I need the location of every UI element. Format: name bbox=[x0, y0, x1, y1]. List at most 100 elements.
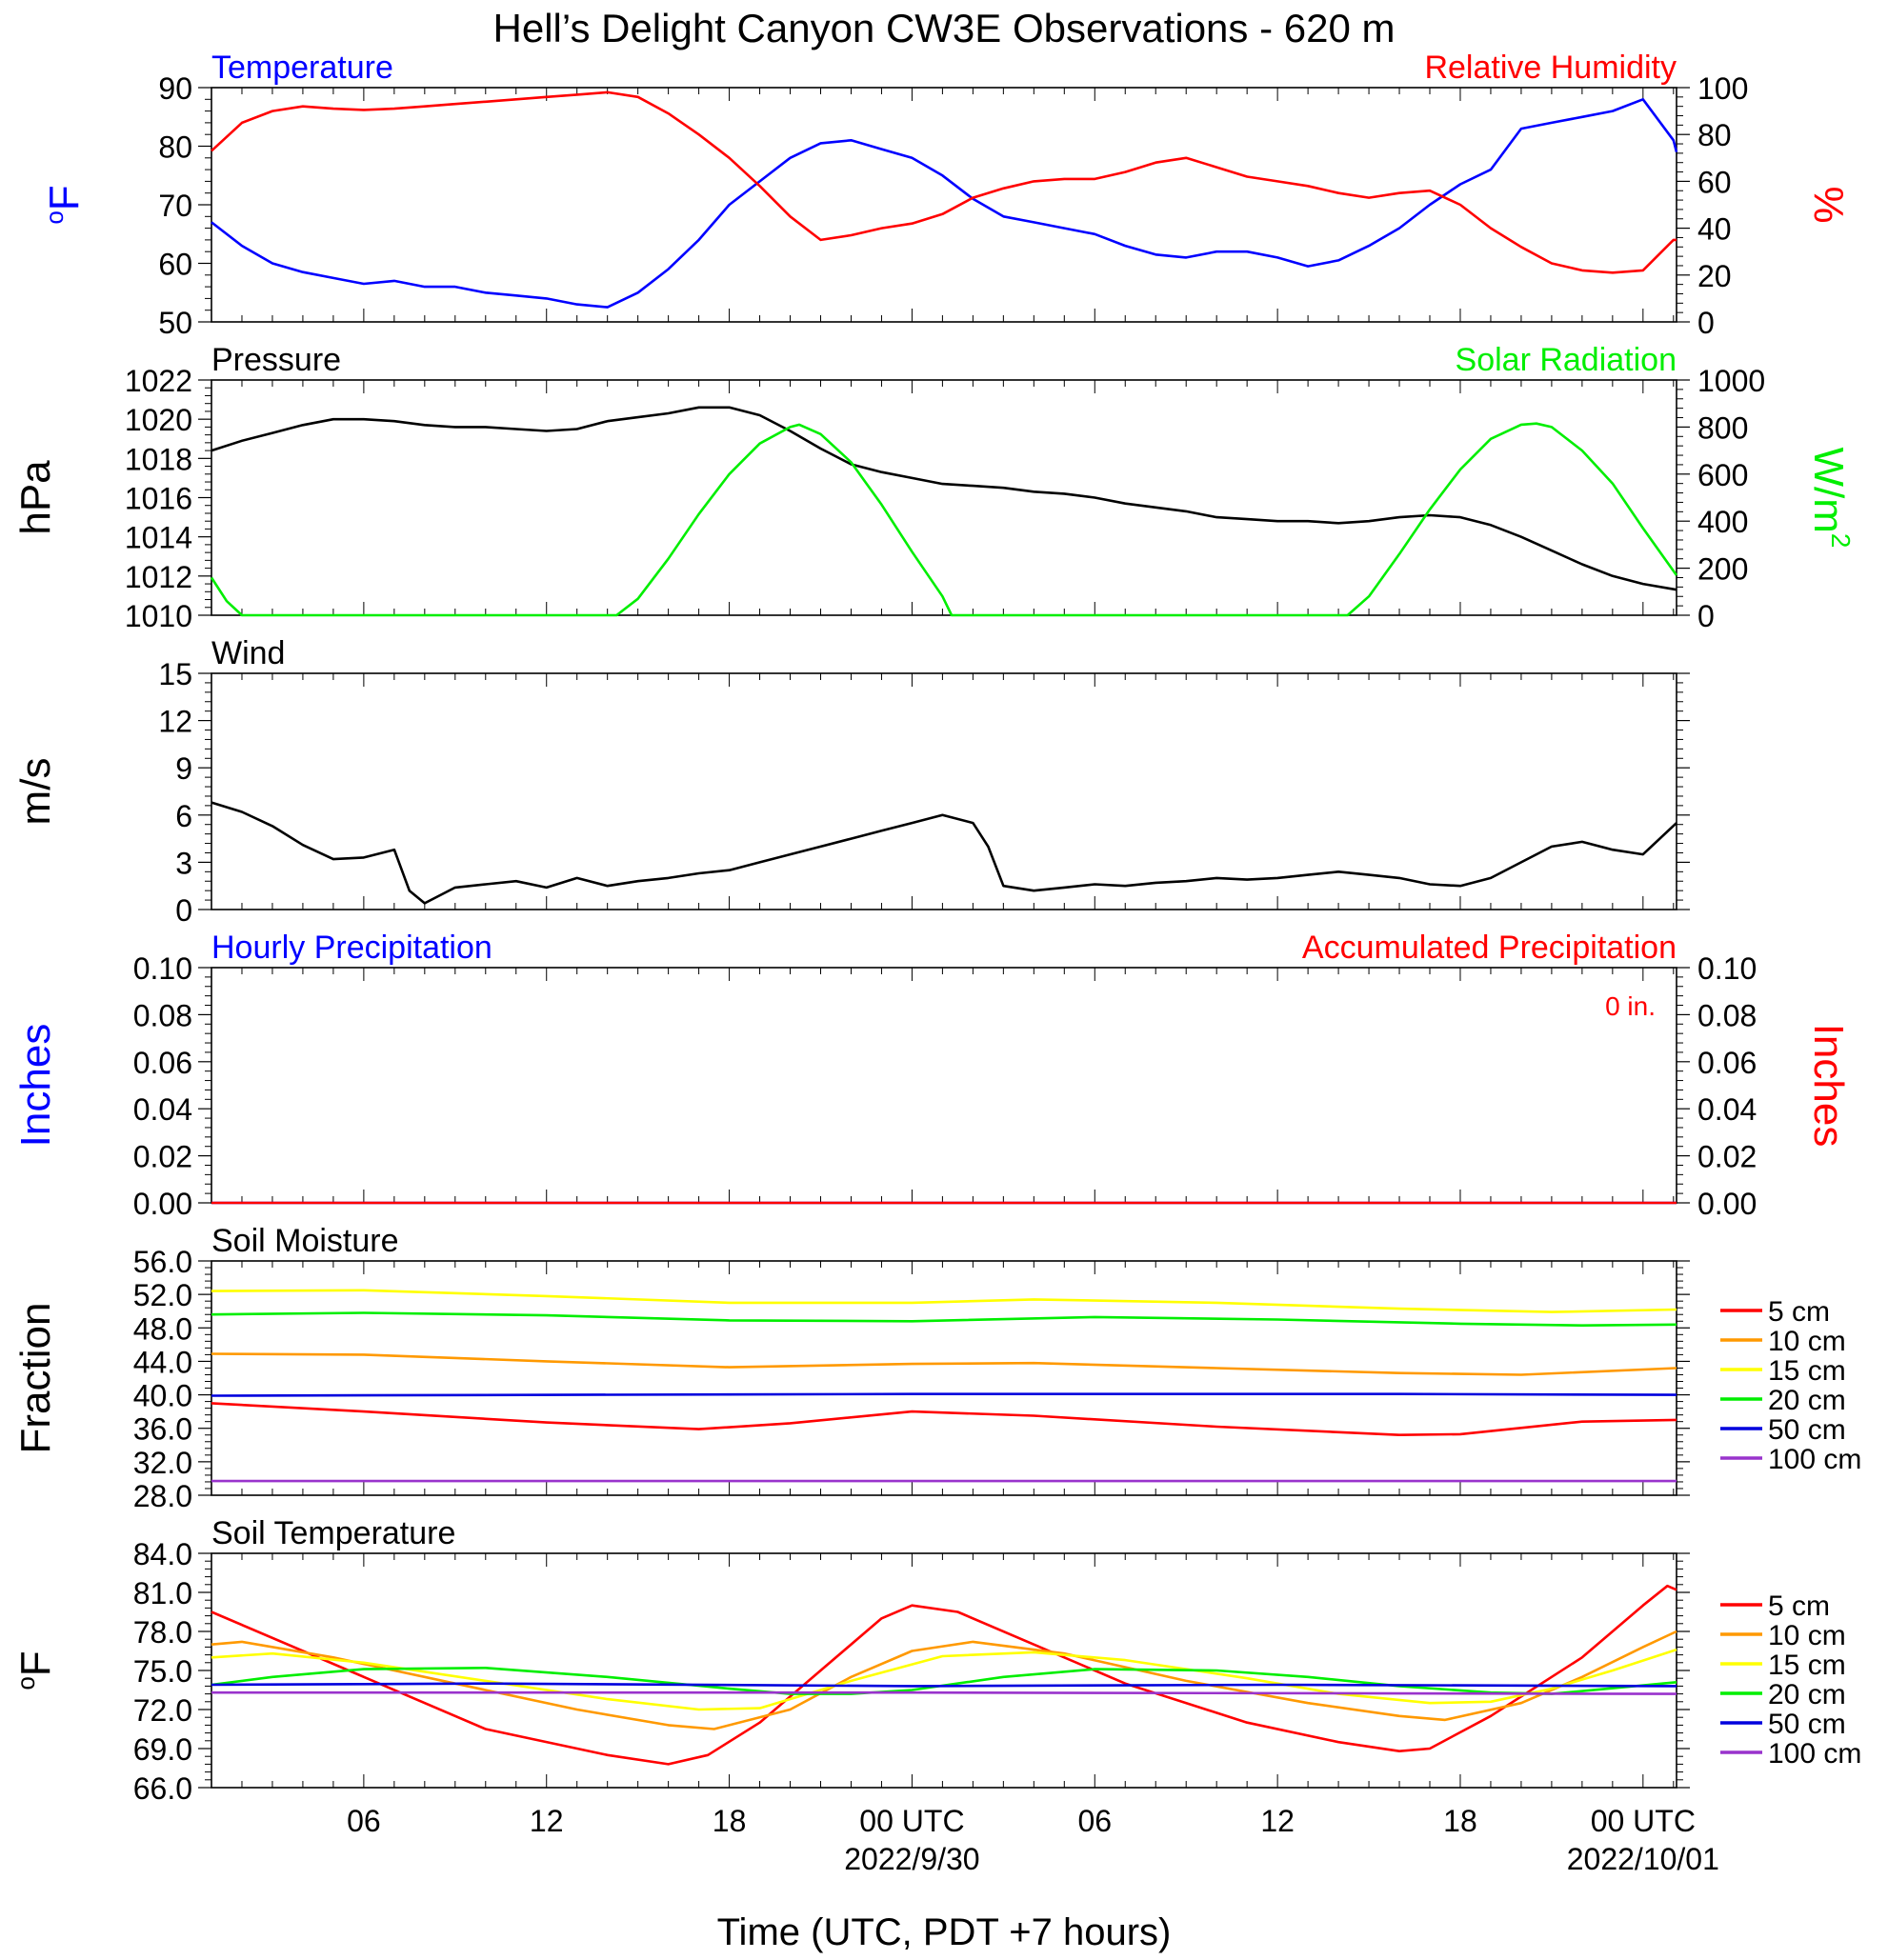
y-tick-label-left: 3 bbox=[175, 846, 192, 880]
y-tick-label-right: 0.08 bbox=[1697, 998, 1757, 1032]
y-tick-label-right: 1000 bbox=[1697, 364, 1765, 398]
x-tick-label: 12 bbox=[1260, 1804, 1295, 1838]
figure-title: Hell’s Delight Canyon CW3E Observations … bbox=[493, 6, 1396, 50]
y-axis-title-left: Inches bbox=[12, 1024, 59, 1148]
y-tick-label-left: 66.0 bbox=[133, 1771, 192, 1806]
y-tick-label-left: 52.0 bbox=[133, 1278, 192, 1312]
y-tick-label-left: 32.0 bbox=[133, 1446, 192, 1480]
y-tick-label-left: 75.0 bbox=[133, 1654, 192, 1689]
y-tick-label-left: 0 bbox=[175, 893, 192, 928]
y-tick-label-left: 9 bbox=[175, 751, 192, 786]
plot-frame bbox=[211, 1260, 1677, 1496]
panel-pressure_solar: 1010 1012 1014 1016 1018 1020 1022 0 200 400 600 80… bbox=[12, 342, 1856, 633]
series-line-left bbox=[211, 406, 1677, 591]
y-tick-label-right: 20 bbox=[1697, 259, 1732, 293]
x-tick-label: 06 bbox=[1077, 1804, 1112, 1838]
panel-wind: 0 3 6 9 12 15 Wind m/s bbox=[12, 635, 1690, 928]
y-axis-title-left: oF bbox=[11, 1650, 59, 1690]
y-tick-label-right: 100 bbox=[1697, 71, 1748, 106]
series-line-20cm bbox=[211, 1311, 1677, 1327]
y-axis-title-right: Inches bbox=[1805, 1024, 1852, 1148]
y-axis-title-left: oF bbox=[40, 185, 88, 224]
panel-title-left: Soil Temperature bbox=[211, 1515, 455, 1551]
x-tick-label: 12 bbox=[530, 1804, 564, 1838]
panel-title-right: Solar Radiation bbox=[1456, 342, 1677, 378]
panel-soil_moisture: 28.032.036.040.044.048.052.056.0 Soil Moi… bbox=[12, 1223, 1861, 1513]
y-tick-label-left: 69.0 bbox=[133, 1732, 192, 1767]
y-tick-label-left: 0.06 bbox=[133, 1046, 192, 1080]
y-tick-label-right: 0 bbox=[1697, 599, 1715, 633]
panel-title-left: Hourly Precipitation bbox=[211, 930, 492, 966]
x-tick-label: 18 bbox=[713, 1804, 747, 1838]
y-tick-label-left: 0.10 bbox=[133, 951, 192, 986]
y-tick-label-right: 200 bbox=[1697, 552, 1748, 587]
panel-title-left: Soil Moisture bbox=[211, 1223, 399, 1259]
y-tick-label-left: 60 bbox=[158, 248, 192, 282]
y-tick-label-left: 84.0 bbox=[133, 1537, 192, 1571]
x-date-label: 2022/10/01 bbox=[1567, 1842, 1719, 1876]
plot-frame bbox=[211, 379, 1677, 616]
legend-label: 15 cm bbox=[1768, 1650, 1846, 1681]
series-line-5cm bbox=[211, 1402, 1677, 1436]
series-line-right bbox=[210, 422, 1678, 617]
y-tick-label-left: 90 bbox=[158, 71, 192, 106]
degree-symbol: o bbox=[11, 1676, 40, 1690]
y-tick-label-right: 40 bbox=[1697, 212, 1732, 247]
series-line-10cm bbox=[211, 1352, 1677, 1376]
legend-label: 5 cm bbox=[1768, 1590, 1830, 1622]
y-tick-label-left: 1020 bbox=[125, 403, 192, 437]
y-tick-label-right: 0.04 bbox=[1697, 1092, 1757, 1127]
series-line-100cm bbox=[211, 1690, 1677, 1695]
y-tick-label-right: 600 bbox=[1697, 458, 1748, 492]
plot-frame bbox=[211, 967, 1677, 1204]
y-tick-label-right: 800 bbox=[1697, 410, 1748, 445]
y-axis-title-right: W/m2 bbox=[1805, 448, 1856, 549]
y-axis-title-left: m/s bbox=[12, 758, 59, 826]
series-line-right bbox=[211, 90, 1677, 274]
y-tick-label-left: 44.0 bbox=[133, 1345, 192, 1379]
panel-title-right: Accumulated Precipitation bbox=[1302, 930, 1677, 966]
unit-superscript: 2 bbox=[1826, 533, 1856, 549]
y-tick-label-left: 15 bbox=[158, 657, 192, 691]
plot-frame bbox=[211, 1552, 1677, 1789]
y-tick-label-left: 0.04 bbox=[133, 1092, 192, 1127]
y-axis-title-left: hPa bbox=[12, 460, 59, 535]
y-tick-label-right: 0.02 bbox=[1697, 1140, 1757, 1174]
y-tick-label-left: 78.0 bbox=[133, 1615, 192, 1650]
degree-symbol: o bbox=[40, 210, 69, 224]
y-tick-label-right: 400 bbox=[1697, 505, 1748, 539]
series-line-15cm bbox=[211, 1289, 1677, 1313]
y-tick-label-left: 40.0 bbox=[133, 1379, 192, 1413]
y-axis-title-right: % bbox=[1805, 186, 1852, 223]
panel-precipitation: 0.00 0.02 0.04 0.06 0.08 0.10 0.00 0.02 0.04 0.06… bbox=[12, 930, 1852, 1221]
series-line-5cm bbox=[211, 1584, 1677, 1766]
accumulated-total: 0 in. bbox=[1605, 991, 1656, 1021]
x-tick-label: 00 UTC bbox=[1591, 1804, 1696, 1838]
legend-label: 15 cm bbox=[1768, 1355, 1846, 1387]
x-axis-title: Time (UTC, PDT +7 hours) bbox=[717, 1911, 1172, 1953]
x-tick-label: 18 bbox=[1443, 1804, 1477, 1838]
legend-label: 100 cm bbox=[1768, 1738, 1861, 1770]
y-tick-label-left: 81.0 bbox=[133, 1576, 192, 1610]
unit-letter: F bbox=[12, 1650, 59, 1676]
legend-label: 20 cm bbox=[1768, 1679, 1846, 1710]
legend-label: 10 cm bbox=[1768, 1620, 1846, 1651]
y-tick-label-right: 0.10 bbox=[1697, 951, 1757, 986]
legend-label: 20 cm bbox=[1768, 1385, 1846, 1416]
series-line-50cm bbox=[211, 1392, 1677, 1397]
y-tick-label-left: 28.0 bbox=[133, 1479, 192, 1513]
y-tick-label-left: 70 bbox=[158, 189, 192, 223]
y-tick-label-right: 80 bbox=[1697, 118, 1732, 152]
y-tick-label-left: 72.0 bbox=[133, 1693, 192, 1728]
y-tick-label-left: 12 bbox=[158, 705, 192, 739]
y-tick-label-left: 1014 bbox=[125, 521, 192, 555]
series-line-15cm bbox=[211, 1648, 1677, 1711]
y-tick-label-left: 1010 bbox=[125, 599, 192, 633]
y-tick-label-left: 0.02 bbox=[133, 1140, 192, 1174]
legend-label: 5 cm bbox=[1768, 1296, 1830, 1328]
y-tick-label-right: 60 bbox=[1697, 165, 1732, 199]
y-tick-label-left: 1012 bbox=[125, 560, 192, 594]
legend-label: 50 cm bbox=[1768, 1414, 1846, 1446]
